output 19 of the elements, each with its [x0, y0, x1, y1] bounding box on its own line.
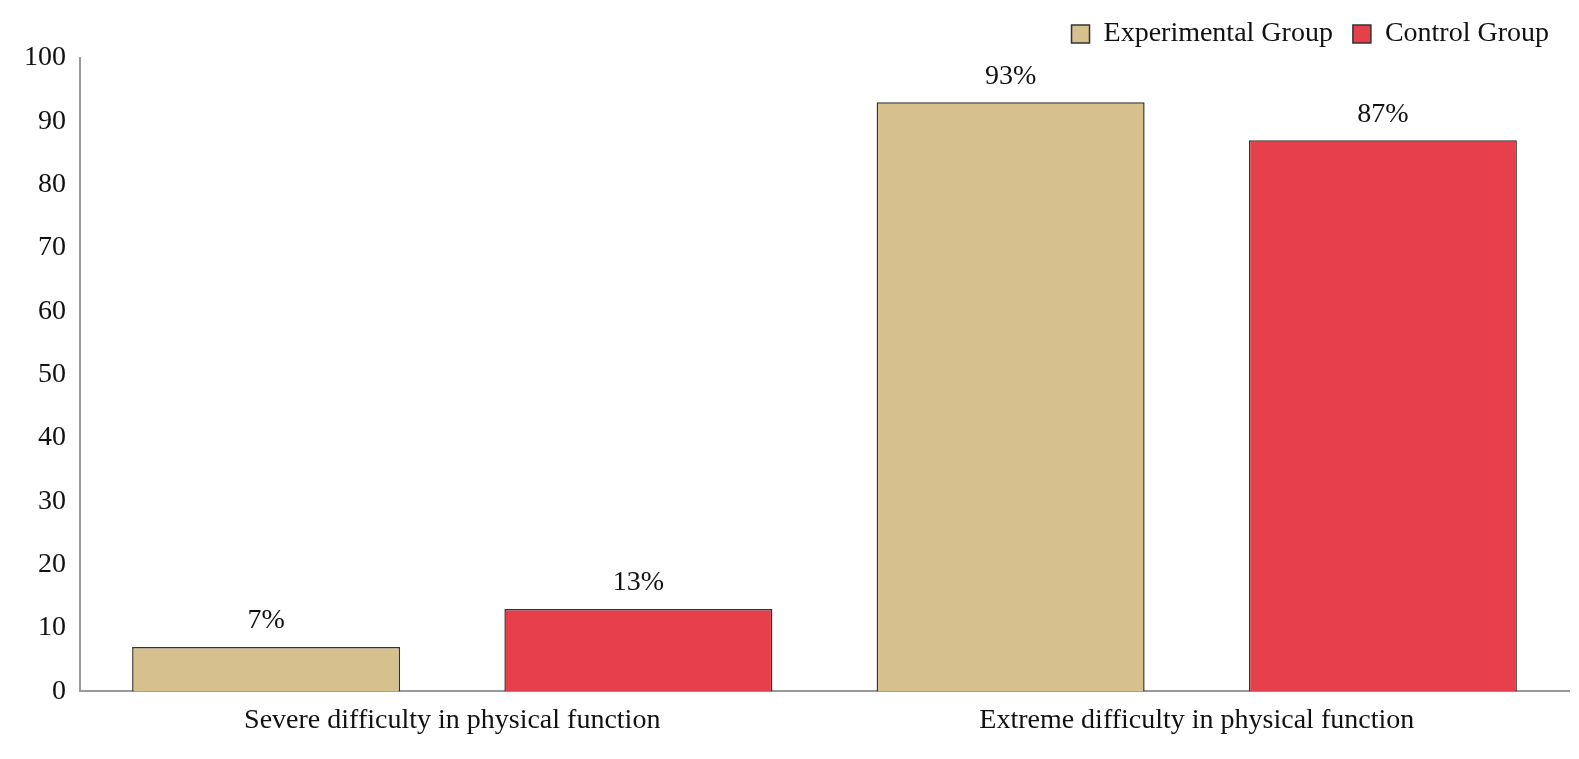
data-label: 87% — [1357, 96, 1409, 128]
y-tick-label: 10 — [38, 610, 66, 642]
y-tick-label: 20 — [38, 547, 66, 579]
y-tick-label: 60 — [38, 293, 66, 325]
data-label: 13% — [612, 565, 665, 597]
y-tick-label: 30 — [38, 483, 66, 515]
y-tick-label: 90 — [38, 103, 66, 135]
y-tick-label: 0 — [52, 673, 66, 705]
y-tick-label: 40 — [38, 420, 66, 452]
data-label: 93% — [984, 58, 1037, 90]
y-tick-label: 100 — [24, 40, 66, 72]
y-tick-label: 50 — [38, 357, 66, 389]
legend-label: Experimental Group — [1103, 16, 1333, 48]
data-label: 7% — [247, 603, 285, 635]
legend-label: Control Group — [1384, 16, 1550, 48]
y-tick-label: 80 — [38, 167, 66, 199]
x-tick-label: Extreme difficulty in physical function — [979, 702, 1415, 734]
y-tick-label: 70 — [38, 230, 66, 262]
x-tick-label: Severe difficulty in physical function — [244, 702, 661, 734]
